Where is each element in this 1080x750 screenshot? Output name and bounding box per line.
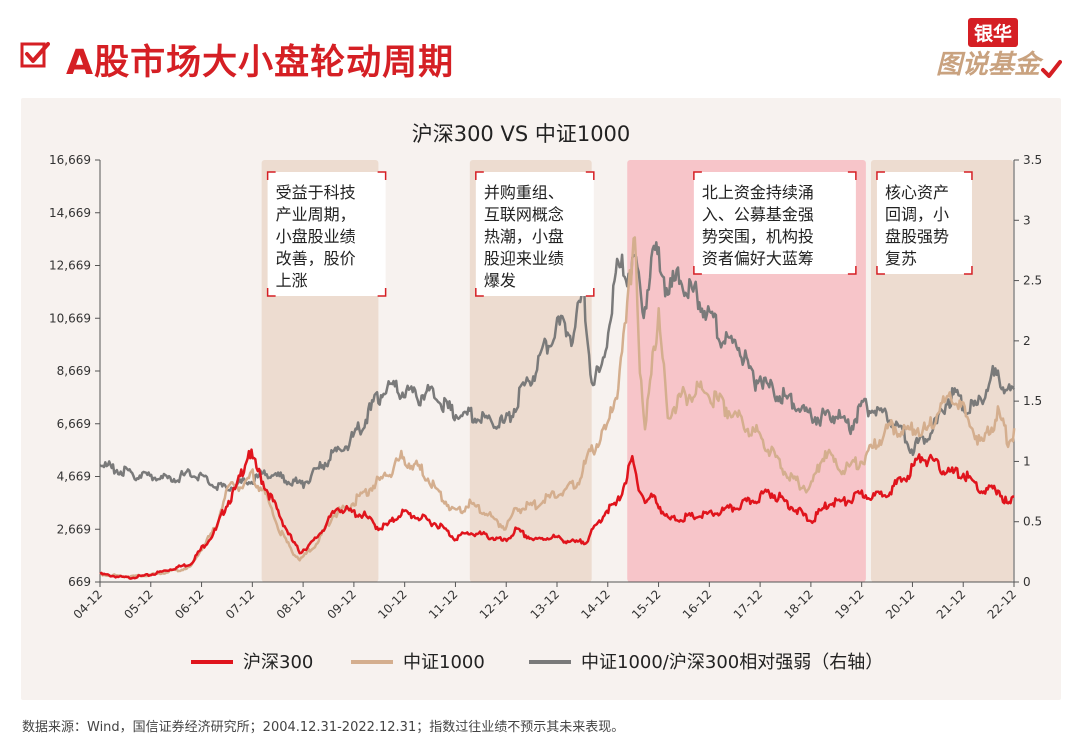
brand-logo: 银华 图说基金 <box>932 18 1062 82</box>
x-tick-label: 14-12 <box>578 587 613 622</box>
annotation-text: 资者偏好大蓝筹 <box>702 249 814 268</box>
annotation-text: 受益于科技 <box>276 183 356 202</box>
annotation-corner <box>585 171 595 180</box>
y-right-tick-label: 3 <box>1023 213 1031 227</box>
brand-check-icon <box>1041 60 1062 78</box>
x-tick-label: 16-12 <box>680 587 715 622</box>
annotation-corner <box>585 288 595 297</box>
annotation-text: 改善，股价 <box>276 249 356 268</box>
y-right-tick-label: 2.5 <box>1023 274 1042 288</box>
x-tick-label: 21-12 <box>934 587 969 622</box>
legend-label: 沪深300 <box>243 652 313 673</box>
y-right-tick-label: 0 <box>1023 575 1031 589</box>
x-tick-label: 09-12 <box>324 587 359 622</box>
y-left-tick-label: 10,669 <box>49 311 91 325</box>
brand-logo-top: 银华 <box>967 18 1018 47</box>
checkbox-check-icon <box>20 42 50 68</box>
annotation-corner <box>847 266 857 275</box>
x-tick-label: 07-12 <box>223 587 258 622</box>
x-tick-label: 04-12 <box>71 587 106 622</box>
annotation-text: 股迎来业绩 <box>484 249 564 268</box>
x-tick-label: 13-12 <box>528 587 563 622</box>
annotation-corner <box>377 171 387 180</box>
x-tick-label: 12-12 <box>477 587 512 622</box>
y-left-tick-label: 6,669 <box>57 417 91 431</box>
annotation-box <box>267 172 386 296</box>
y-right-tick-label: 3.5 <box>1023 153 1042 167</box>
y-right-tick-label: 1.5 <box>1023 394 1042 408</box>
annotation-text: 复苏 <box>885 249 917 268</box>
annotation-text: 北上资金持续涌 <box>702 183 814 202</box>
x-tick-label: 11-12 <box>426 587 461 622</box>
annotation-text: 并购重组、 <box>484 183 564 202</box>
y-left-tick-label: 16,669 <box>49 153 91 167</box>
x-tick-label: 18-12 <box>781 587 816 622</box>
annotation-corner <box>693 171 702 180</box>
y-right-tick-label: 0.5 <box>1023 515 1042 529</box>
annotation-text: 核心资产 <box>885 183 949 202</box>
header: A股市场大小盘轮动周期 银华 图说基金 <box>0 0 1080 92</box>
annotation-text: 上涨 <box>276 271 308 290</box>
annotation-text: 产业周期， <box>276 205 356 224</box>
legend-label: 中证1000/沪深300相对强弱（右轴） <box>581 652 883 673</box>
series-line <box>99 448 1015 580</box>
annotation-text: 爆发 <box>484 271 516 290</box>
y-left-tick-label: 4,669 <box>57 470 91 484</box>
x-tick-label: 08-12 <box>274 587 309 622</box>
annotation-corner <box>266 171 276 180</box>
chart: 669 2,669 4,669 6,669 8,669 10,669 12,669 14,66… <box>49 122 1042 673</box>
y-right-tick-label: 1 <box>1023 454 1031 468</box>
y-left-tick-label: 2,669 <box>57 522 91 536</box>
annotation-text: 盘股强势 <box>885 227 949 246</box>
chart-title: 沪深300 VS 中证1000 <box>412 122 631 146</box>
annotation-corner <box>876 266 885 275</box>
x-tick-label: 15-12 <box>629 587 664 622</box>
brand-logo-bottom: 图说基金 <box>935 50 1040 80</box>
x-tick-label: 06-12 <box>172 587 207 622</box>
y-left-tick-label: 669 <box>68 575 91 589</box>
annotation-text: 入、公募基金强 <box>702 205 814 224</box>
x-tick-label: 17-12 <box>731 587 766 622</box>
annotation-text: 互联网概念 <box>484 205 564 224</box>
page-title: A股市场大小盘轮动周期 <box>66 43 455 83</box>
annotation-corner <box>963 266 973 275</box>
chart-panel: 669 2,669 4,669 6,669 8,669 10,669 12,669 14,66… <box>21 98 1061 700</box>
x-tick-label: 10-12 <box>375 587 410 622</box>
y-left-tick-label: 12,669 <box>49 259 91 273</box>
legend-label: 中证1000 <box>403 652 485 673</box>
y-right-tick-label: 2 <box>1023 334 1031 348</box>
annotation-text: 热潮，小盘 <box>484 227 564 246</box>
x-tick-label: 19-12 <box>832 587 867 622</box>
annotation-corner <box>475 171 484 180</box>
annotation-corner <box>266 288 276 297</box>
annotation-corner <box>475 288 484 297</box>
annotation-text: 小盘股业绩 <box>276 227 356 246</box>
y-left-tick-label: 8,669 <box>57 364 91 378</box>
annotation-text: 势突围，机构投 <box>702 227 814 246</box>
annotation-corner <box>693 266 702 275</box>
annotation-corner <box>876 171 885 180</box>
annotation-box <box>475 172 594 296</box>
x-tick-label: 20-12 <box>883 587 918 622</box>
annotation-corner <box>377 288 387 297</box>
annotation-corner <box>847 171 857 180</box>
x-tick-label: 22-12 <box>985 587 1020 622</box>
y-left-tick-label: 14,669 <box>49 206 91 220</box>
series-line <box>99 241 1016 492</box>
annotation-text: 回调，小 <box>885 205 949 224</box>
series-line <box>99 236 1016 579</box>
annotation-box <box>693 172 856 274</box>
footnote: 数据来源：Wind，国信证券经济研究所；2004.12.31-2022.12.3… <box>22 720 625 735</box>
annotation-corner <box>963 171 973 180</box>
annotation-box <box>876 172 972 274</box>
x-tick-label: 05-12 <box>121 587 156 622</box>
